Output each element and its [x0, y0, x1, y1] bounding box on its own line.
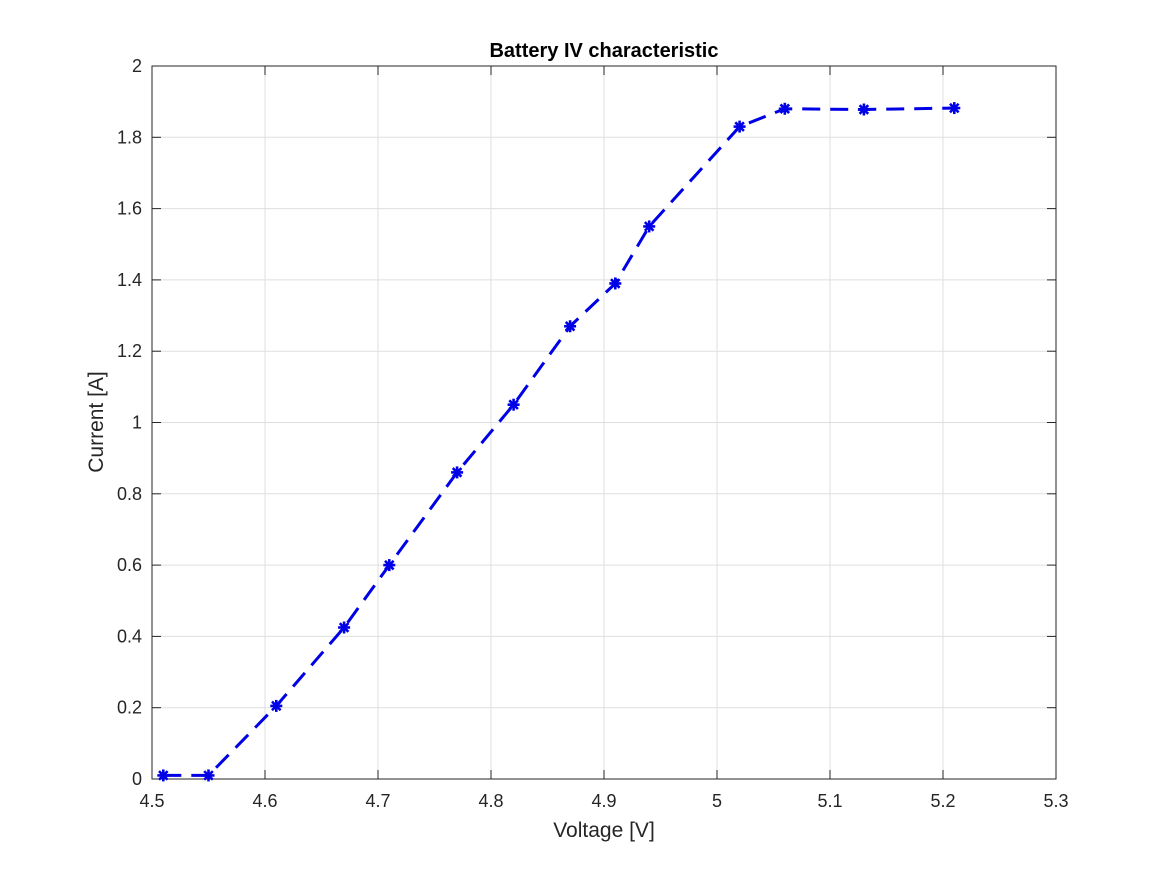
data-point-marker: [778, 102, 791, 115]
y-tick-label: 0: [132, 769, 142, 789]
y-tick-label: 1.8: [117, 127, 142, 147]
y-tick-label: 2: [132, 56, 142, 76]
data-point-marker: [338, 621, 351, 634]
data-point-marker: [507, 398, 520, 411]
x-axis-label: Voltage [V]: [553, 819, 655, 842]
x-tick-label: 4.5: [139, 791, 164, 811]
y-tick-label: 0.6: [117, 555, 142, 575]
y-tick-label: 1.2: [117, 341, 142, 361]
marker-stroke: [858, 104, 870, 115]
y-tick-label: 0.8: [117, 484, 142, 504]
y-tick-label: 1.6: [117, 199, 142, 219]
data-point-marker: [451, 466, 464, 479]
marker-stroke: [779, 103, 791, 115]
chart-title: Battery IV characteristic: [489, 40, 718, 62]
tick-marks: [151, 65, 1057, 780]
marker-stroke: [338, 622, 350, 633]
marker-stroke: [384, 559, 395, 571]
marker-stroke: [564, 321, 576, 332]
marker-stroke: [508, 399, 519, 410]
series-line: [163, 106, 955, 777]
y-tick-labels: 0 0.2 0.4 0.6 0.8 1 1.2 1.4 1.6 1.8 2: [117, 56, 142, 789]
marker-stroke: [271, 700, 282, 712]
y-tick-label: 0.4: [117, 626, 142, 646]
y-tick-label: 1.4: [117, 270, 142, 290]
data-point-marker: [202, 769, 215, 782]
y-tick-label: 0.2: [117, 698, 142, 718]
x-tick-label: 5.3: [1043, 791, 1068, 811]
data-point-marker: [733, 120, 746, 133]
data-series: [157, 102, 961, 782]
marker-stroke: [451, 467, 463, 478]
marker-stroke: [949, 102, 960, 114]
data-point-marker: [157, 769, 170, 782]
data-point-marker: [564, 320, 577, 333]
data-point-marker: [857, 103, 870, 116]
x-tick-label: 4.8: [478, 791, 503, 811]
marker-stroke: [643, 221, 655, 232]
y-axis-label: Current [A]: [85, 371, 108, 473]
x-tick-label: 4.7: [365, 791, 390, 811]
data-point-marker: [609, 277, 622, 290]
x-tick-label: 5: [712, 791, 722, 811]
x-tick-label: 4.6: [252, 791, 277, 811]
marker-stroke: [158, 770, 169, 781]
x-tick-label: 5.2: [930, 791, 955, 811]
marker-stroke: [734, 121, 745, 132]
grid-lines: [151, 65, 1057, 780]
data-point-marker: [270, 699, 283, 712]
x-tick-labels: 4.5 4.6 4.7 4.8 4.9 5 5.1 5.2 5.3: [139, 791, 1068, 811]
marker-stroke: [203, 770, 214, 781]
marker-stroke: [610, 278, 621, 289]
x-tick-label: 4.9: [591, 791, 616, 811]
x-tick-label: 5.1: [817, 791, 842, 811]
data-point-marker: [948, 102, 961, 115]
y-tick-label: 1: [132, 413, 142, 433]
data-point-marker: [643, 220, 656, 233]
data-point-marker: [383, 559, 396, 572]
